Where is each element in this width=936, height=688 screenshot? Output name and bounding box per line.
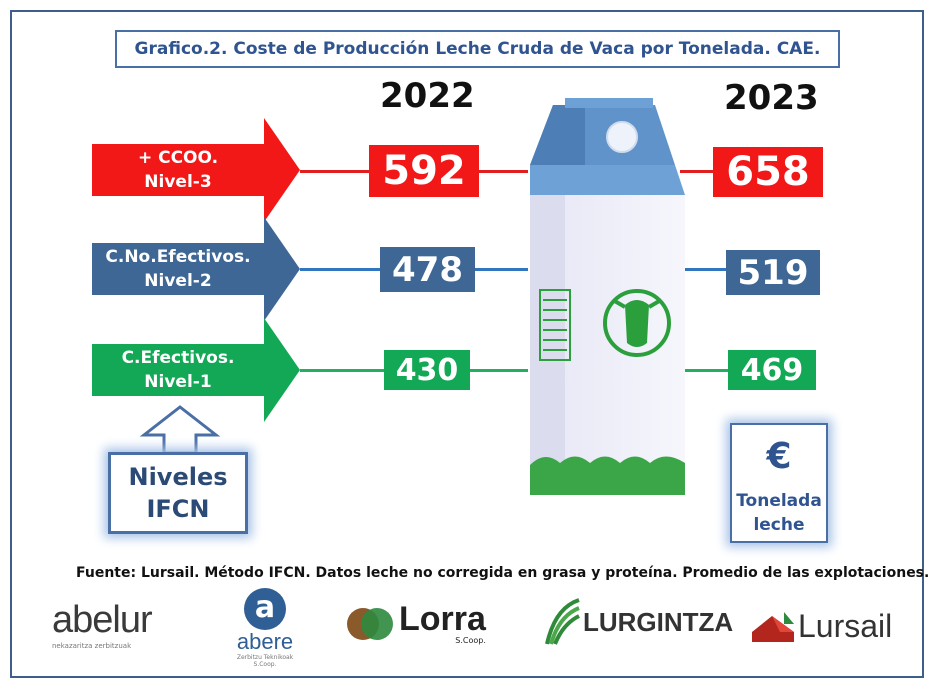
lorra-logo-subtitle: S.Coop. (455, 636, 486, 645)
abere-logo-text: abere (236, 629, 294, 654)
arrow-nivel-1-head (264, 318, 300, 422)
abelur-logo-subtitle: nekazaritza zerbitzuak (52, 642, 132, 650)
up-arrow-icon (140, 405, 220, 455)
connector-nivel-3-2022-right (478, 170, 528, 173)
connector-nivel-1-2022-right (468, 369, 528, 372)
lurgintza-logo: LURGINTZA (545, 598, 735, 646)
value-nivel-2-2022: 478 (380, 247, 475, 292)
lursail-logo-text: Lursail (798, 608, 893, 644)
arrow-nivel-2: C.No.Efectivos. Nivel-2 (92, 217, 300, 321)
lurgintza-logo-text: LURGINTZA (583, 606, 734, 637)
arrow-nivel-2-head (264, 217, 300, 321)
year-2023-label: 2023 (724, 78, 819, 118)
niveles-label: Niveles (128, 463, 228, 491)
connector-nivel-3-2023 (680, 170, 715, 173)
arrow-nivel-3-label-1: + CCOO. (137, 148, 219, 168)
connector-nivel-1-2023 (680, 369, 730, 372)
arrow-nivel-3-label-2: Nivel-3 (144, 172, 212, 192)
abelur-logo: abelur nekazaritza zerbitzuak (52, 600, 192, 650)
lorra-logo: Lorra S.Coop. (345, 602, 505, 645)
arrow-nivel-1: C.Efectivos. Nivel-1 (92, 318, 300, 422)
arrow-nivel-1-body: C.Efectivos. Nivel-1 (92, 344, 264, 396)
ifcn-label: IFCN (146, 495, 210, 523)
milk-carton-icon (530, 98, 685, 495)
chart-title: Grafico.2. Coste de Producción Leche Cru… (115, 30, 840, 68)
arrow-nivel-1-label-2: Nivel-1 (144, 372, 212, 392)
lursail-logo: Lursail (750, 608, 910, 645)
lurgintza-logo-mark (545, 598, 580, 645)
abere-logo: a abere Zerbitzu Teknikoak S.Coop. (225, 588, 305, 668)
connector-nivel-3-2022 (300, 170, 372, 173)
unit-label-2: leche (753, 515, 805, 535)
niveles-ifcn-box: Niveles IFCN (108, 452, 248, 534)
unit-label-1: Tonelada (736, 491, 822, 511)
value-nivel-3-2023: 658 (713, 147, 823, 197)
year-2022-label: 2022 (380, 76, 475, 116)
value-nivel-2-2023: 519 (726, 250, 820, 295)
lursail-logo-mark (752, 611, 794, 642)
arrow-nivel-2-label-1: C.No.Efectivos. (105, 247, 251, 267)
lorra-logo-text: Lorra (399, 600, 486, 638)
connector-nivel-2-2022-right (474, 268, 528, 271)
connector-nivel-1-2022 (300, 369, 386, 372)
connector-nivel-2-2023 (680, 268, 728, 271)
lorra-logo-mark (347, 607, 393, 640)
abere-logo-mark: a (244, 588, 286, 630)
arrow-nivel-2-label-2: Nivel-2 (144, 271, 212, 291)
source-note: Fuente: Lursail. Método IFCN. Datos lech… (76, 565, 930, 581)
unit-box: € Tonelada leche (730, 423, 828, 543)
value-nivel-1-2022: 430 (384, 350, 470, 390)
arrow-nivel-2-body: C.No.Efectivos. Nivel-2 (92, 243, 264, 295)
arrow-nivel-3-head (264, 118, 300, 222)
connector-nivel-2-2022 (300, 268, 382, 271)
value-nivel-1-2023: 469 (728, 350, 816, 390)
arrow-nivel-3: + CCOO. Nivel-3 (92, 118, 300, 222)
abere-logo-subtitle: Zerbitzu Teknikoak S.Coop. (236, 654, 294, 668)
arrow-nivel-3-body: + CCOO. Nivel-3 (92, 144, 264, 196)
arrow-nivel-1-label-1: C.Efectivos. (121, 348, 235, 368)
abelur-logo-text: abelur (52, 599, 153, 641)
value-nivel-3-2022: 592 (369, 145, 479, 197)
euro-icon: € (766, 436, 792, 477)
